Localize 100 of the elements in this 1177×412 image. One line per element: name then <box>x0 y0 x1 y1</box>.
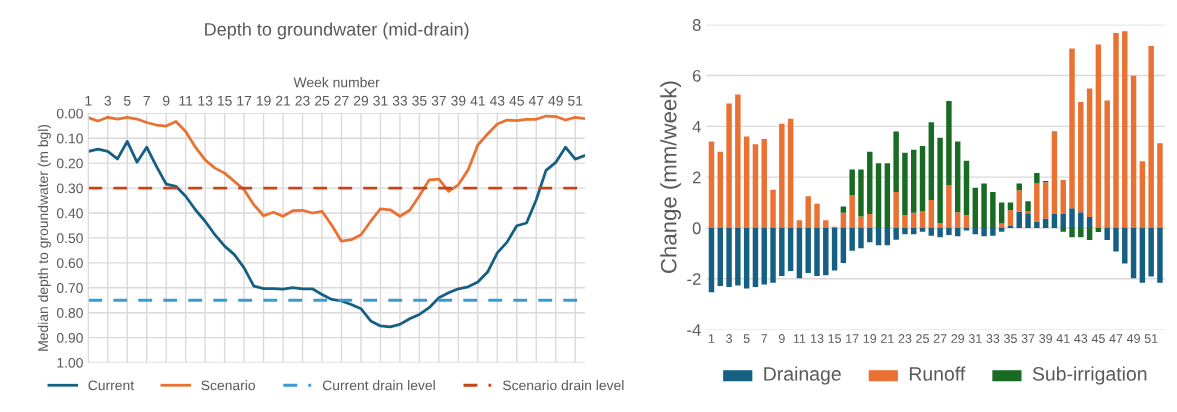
x-tick-label: 39 <box>451 95 466 106</box>
bar <box>796 227 803 279</box>
bar <box>893 227 899 240</box>
x-tick-label: 43 <box>1074 334 1088 343</box>
bar <box>902 227 908 235</box>
x-tick-label: 29 <box>951 334 965 343</box>
bar <box>726 227 732 287</box>
bar <box>937 227 943 238</box>
legend-label: Runoff <box>909 366 966 381</box>
bar <box>998 223 1005 228</box>
bar <box>981 227 987 237</box>
bar <box>1095 227 1102 233</box>
x-tick-label: 35 <box>412 95 427 106</box>
x-tick-label: 11 <box>179 96 193 106</box>
bar <box>1042 182 1049 219</box>
bar <box>990 227 996 236</box>
bar <box>840 212 847 228</box>
bar <box>946 100 952 186</box>
bar <box>858 216 864 228</box>
x-tick-label: 9 <box>162 95 170 106</box>
y-tick-label: 4 <box>692 120 701 133</box>
bar <box>1078 212 1084 228</box>
x-tick-label: 39 <box>1039 334 1052 343</box>
bar <box>1095 44 1102 228</box>
y-tick-label: 6 <box>692 69 701 82</box>
bar <box>805 227 811 273</box>
bar <box>858 227 864 249</box>
bar <box>840 206 847 213</box>
x-tick-label: 19 <box>256 95 271 106</box>
x-tick-label: 25 <box>916 334 929 343</box>
bar <box>867 151 873 214</box>
x-tick-label: 41 <box>1056 334 1070 343</box>
x-tick-label: 51 <box>568 96 583 106</box>
x-tick-label: 17 <box>846 334 859 343</box>
x-tick-label: 13 <box>198 95 213 106</box>
bar <box>911 149 917 213</box>
bar <box>814 227 820 276</box>
bar <box>735 227 741 286</box>
bar <box>787 227 794 271</box>
bar <box>752 144 759 228</box>
bar <box>893 191 899 228</box>
bar <box>840 227 847 264</box>
bar <box>1069 48 1075 209</box>
chart-title: Depth to groundwater (mid-drain) <box>205 22 469 40</box>
bar <box>805 196 811 228</box>
x-tick-label: 21 <box>276 95 291 106</box>
y-tick-label: -4 <box>687 324 701 336</box>
bar <box>902 152 908 216</box>
bar <box>1060 214 1066 228</box>
bar <box>1086 217 1093 228</box>
bar <box>928 200 935 228</box>
x-tick-label: 35 <box>1003 334 1017 343</box>
y-tick-label: 0.30 <box>56 183 83 194</box>
bar <box>823 227 829 276</box>
bar <box>1086 88 1093 218</box>
x-tick-label: 3 <box>726 334 732 343</box>
legend-label: Scenario drain level <box>503 380 624 391</box>
bar <box>1148 227 1154 277</box>
bar <box>735 94 741 228</box>
bar <box>849 227 855 251</box>
bar <box>779 123 785 228</box>
x-tick-label: 15 <box>828 334 842 343</box>
x-tick-label: 1 <box>85 96 92 106</box>
x-tick-label: 51 <box>1144 334 1158 343</box>
x-tick-label: 45 <box>509 96 524 106</box>
bar <box>752 227 759 287</box>
y-tick-label: 0.90 <box>56 332 83 343</box>
x-tick-label: 43 <box>489 95 505 106</box>
x-tick-label: 21 <box>881 334 894 343</box>
x-tick-label: 7 <box>143 96 150 106</box>
bar <box>875 163 882 228</box>
legend-label: Current drain level <box>322 380 435 391</box>
y-tick-label: 0.00 <box>56 108 83 119</box>
bar <box>946 185 952 228</box>
bar <box>823 220 829 228</box>
bar <box>972 187 979 228</box>
bar <box>1034 173 1040 184</box>
bar <box>867 214 873 228</box>
x-tick-label: 31 <box>373 95 388 106</box>
y-tick-label: 8 <box>692 19 701 31</box>
x-tick-label: 9 <box>778 334 785 343</box>
bar <box>849 169 855 195</box>
y-tick-label: 0.70 <box>56 283 83 293</box>
bar <box>1104 100 1110 228</box>
bar <box>963 160 970 216</box>
y-axis-title: Change (mm/week) <box>660 81 681 273</box>
bar <box>919 211 926 228</box>
bar <box>770 227 776 283</box>
bar <box>717 227 723 286</box>
x-tick-label: 45 <box>1091 334 1105 343</box>
bar <box>787 118 794 228</box>
bar <box>928 122 935 201</box>
bar <box>814 203 820 228</box>
bar <box>919 227 926 232</box>
x-tick-label: 17 <box>237 96 252 106</box>
bar <box>963 215 970 228</box>
bar <box>1051 214 1058 228</box>
bar <box>1122 31 1128 228</box>
bar <box>981 183 987 228</box>
bar <box>1078 101 1084 213</box>
